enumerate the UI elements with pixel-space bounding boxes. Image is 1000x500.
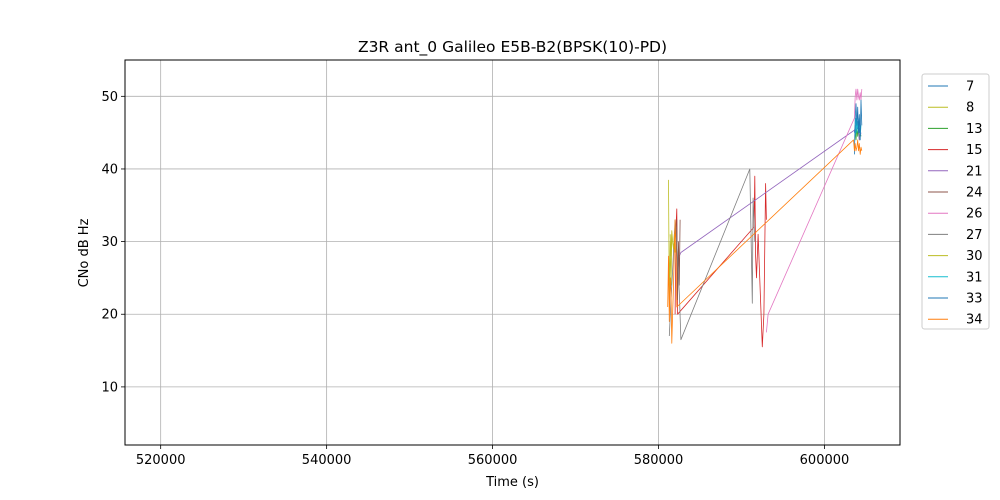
legend-label: 34 xyxy=(966,313,983,328)
series-line-34 xyxy=(667,139,863,344)
plot-series xyxy=(667,88,863,348)
series-line-27 xyxy=(668,168,756,341)
x-tick-label: 540000 xyxy=(302,453,352,468)
grid xyxy=(125,60,900,445)
y-tick-label: 20 xyxy=(101,308,118,323)
series-line-26 xyxy=(766,88,863,333)
legend-label: 8 xyxy=(966,101,974,116)
legend: 7 8 13 15 21 24 26 27 30 31 33 34 xyxy=(921,73,990,330)
axis-ticks: 520000 540000 560000 580000 600000 10 20 30 40 50 xyxy=(101,90,849,468)
y-tick-label: 50 xyxy=(101,90,118,105)
x-tick-label: 560000 xyxy=(468,453,518,468)
legend-label: 27 xyxy=(966,228,983,243)
legend-label: 31 xyxy=(966,270,983,285)
legend-label: 30 xyxy=(966,249,983,264)
legend-label: 15 xyxy=(966,143,983,158)
y-tick-label: 40 xyxy=(101,162,118,177)
legend-label: 26 xyxy=(966,207,983,222)
y-tick-label: 30 xyxy=(101,235,118,250)
x-tick-label: 580000 xyxy=(634,453,684,468)
legend-label: 13 xyxy=(966,122,983,137)
series-line-30 xyxy=(669,230,676,257)
y-axis-label: CNo dB Hz xyxy=(77,218,92,287)
legend-box xyxy=(921,73,990,330)
chart-title: Z3R ant_0 Galileo E5B-B2(BPSK(10)-PD) xyxy=(358,38,667,57)
series-line-15 xyxy=(674,175,767,348)
legend-label: 21 xyxy=(966,164,983,179)
x-tick-label: 600000 xyxy=(800,453,850,468)
legend-label: 7 xyxy=(966,80,974,95)
legend-label: 33 xyxy=(966,292,983,307)
y-tick-label: 10 xyxy=(101,380,118,395)
plot-frame xyxy=(124,59,901,446)
series-line-33 xyxy=(854,99,863,155)
legend-label: 24 xyxy=(966,186,983,201)
series-line-21 xyxy=(678,121,862,257)
x-axis-label: Time (s) xyxy=(485,475,539,490)
x-tick-label: 520000 xyxy=(136,453,186,468)
